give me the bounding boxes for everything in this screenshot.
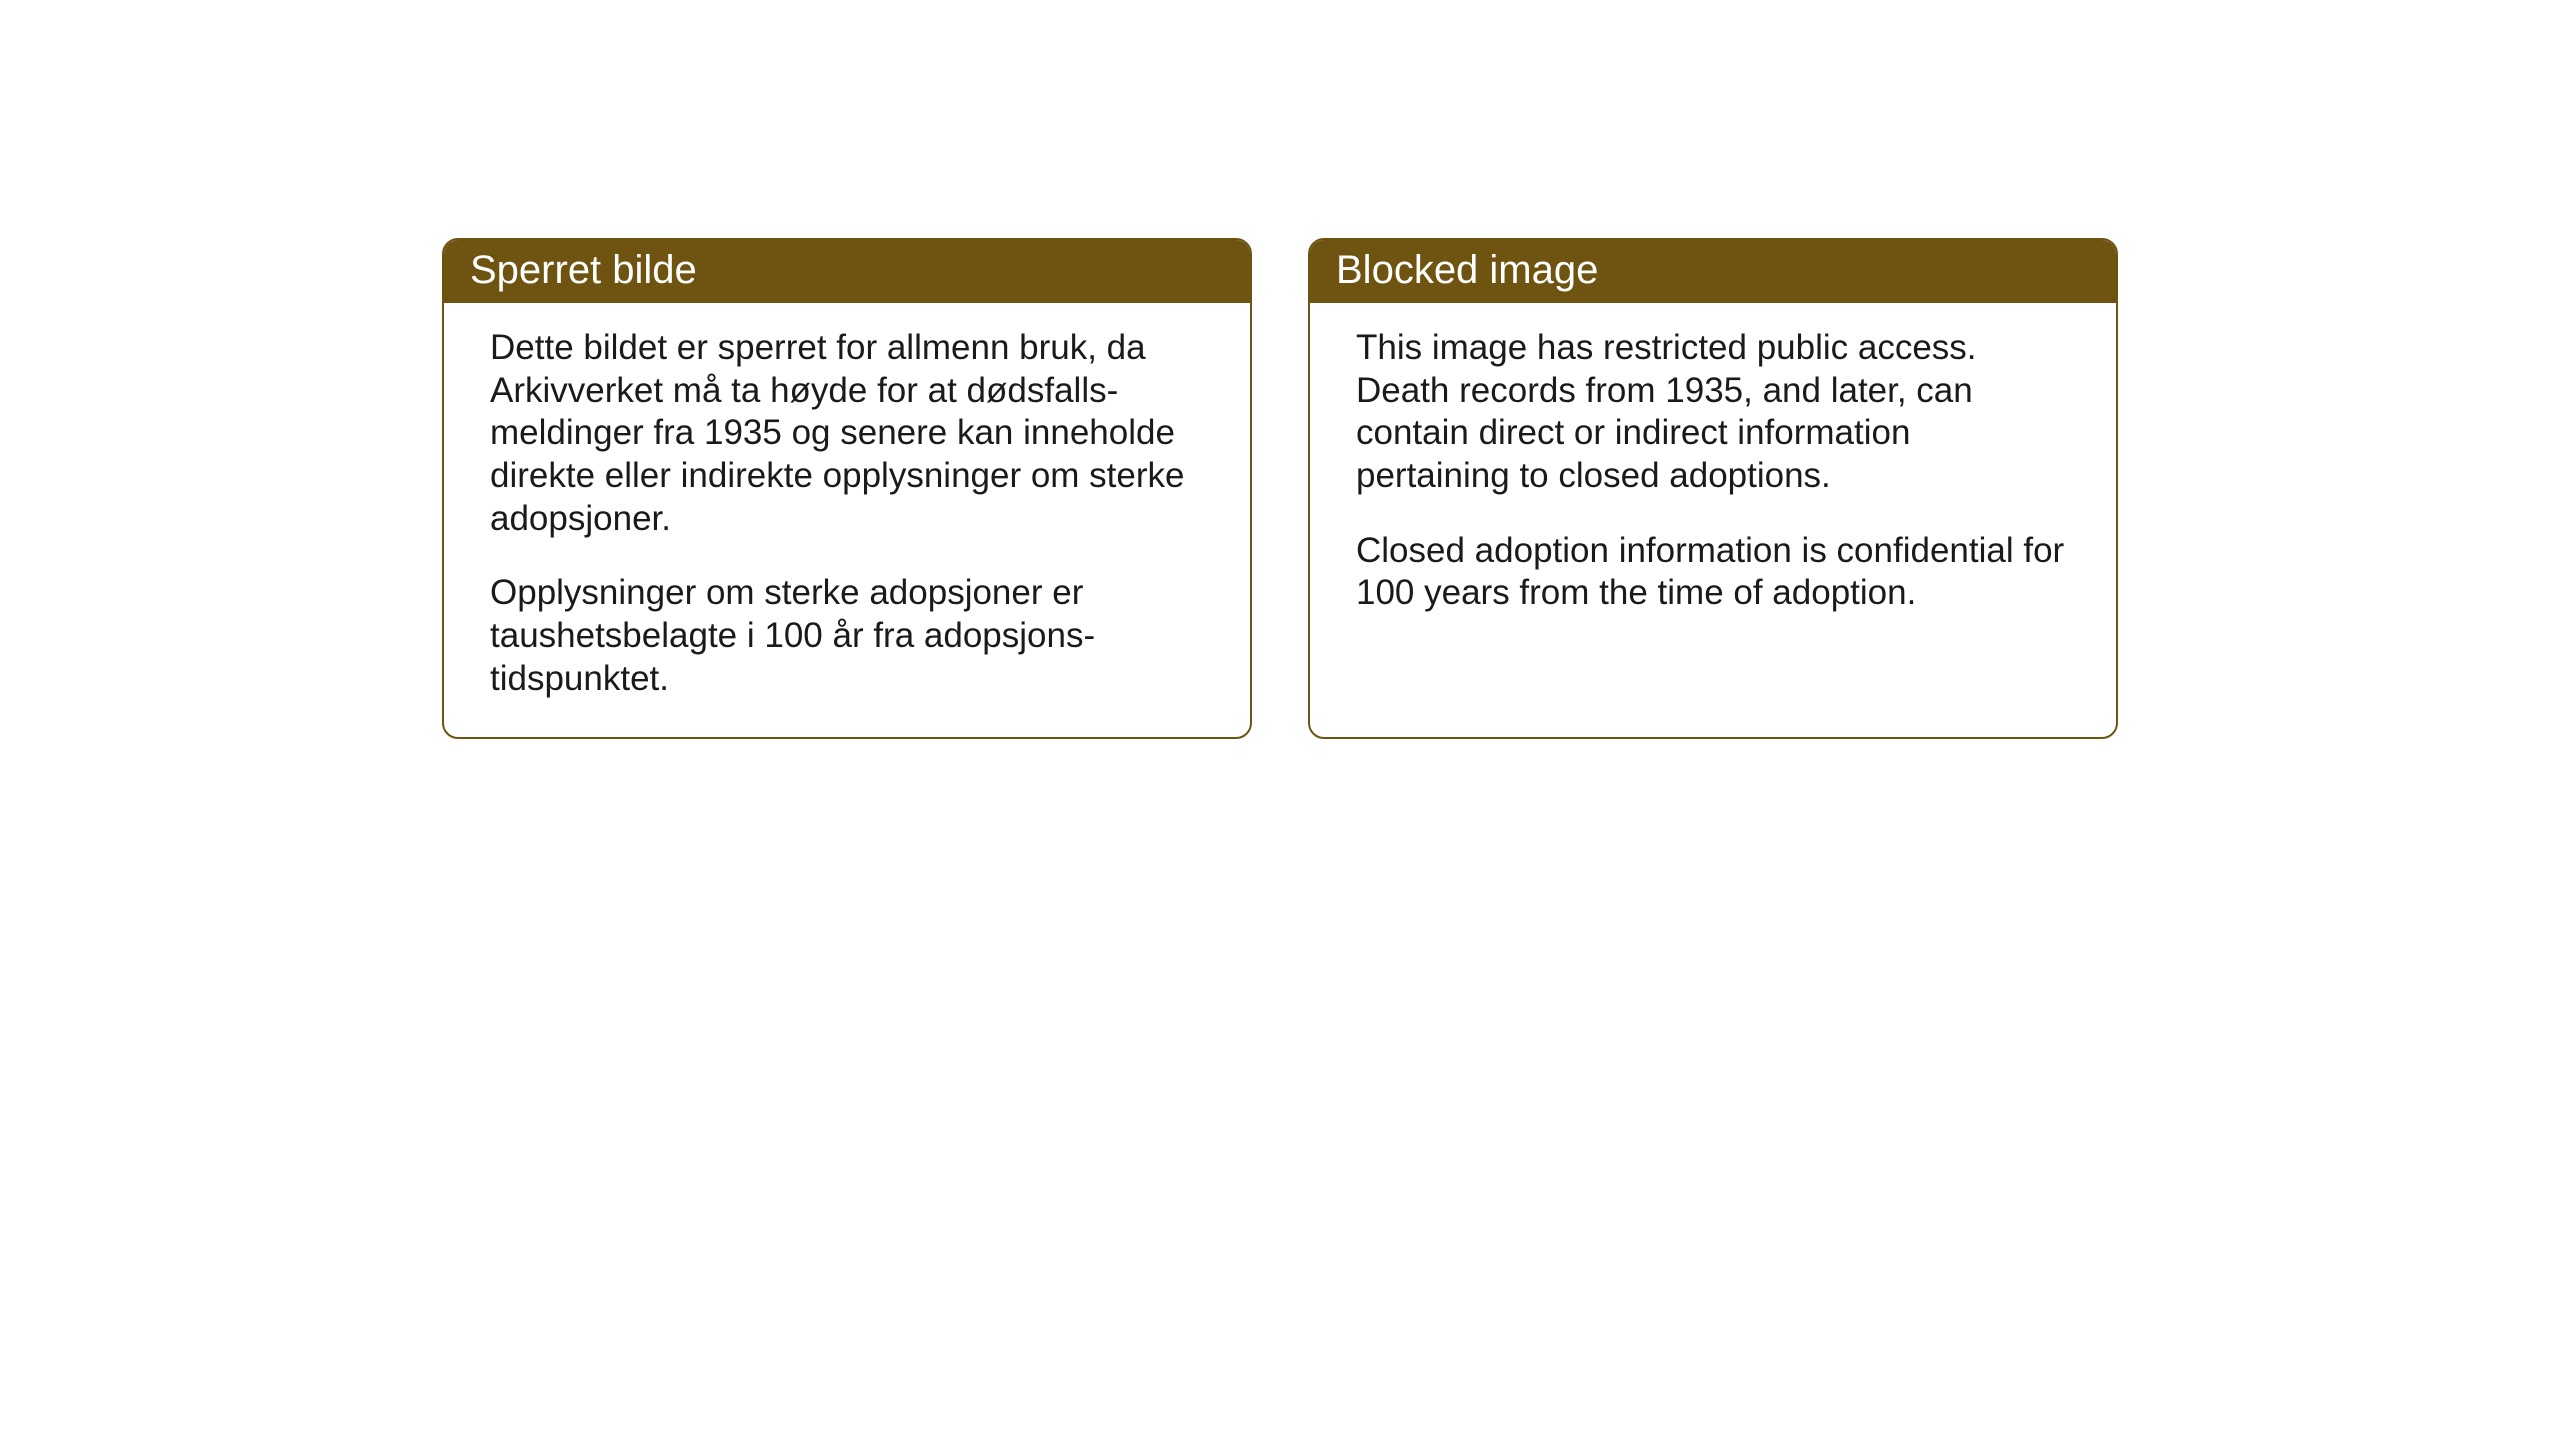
notice-paragraph: This image has restricted public access.… [1356, 327, 2070, 498]
notice-body-norwegian: Dette bildet er sperret for allmenn bruk… [444, 303, 1250, 737]
notice-container: Sperret bilde Dette bildet er sperret fo… [442, 238, 2118, 739]
notice-paragraph: Opplysninger om sterke adopsjoner er tau… [490, 572, 1204, 700]
notice-paragraph: Dette bildet er sperret for allmenn bruk… [490, 327, 1204, 540]
notice-header-norwegian: Sperret bilde [444, 240, 1250, 303]
notice-box-norwegian: Sperret bilde Dette bildet er sperret fo… [442, 238, 1252, 739]
notice-box-english: Blocked image This image has restricted … [1308, 238, 2118, 739]
notice-body-english: This image has restricted public access.… [1310, 303, 2116, 651]
notice-header-english: Blocked image [1310, 240, 2116, 303]
notice-paragraph: Closed adoption information is confident… [1356, 530, 2070, 615]
